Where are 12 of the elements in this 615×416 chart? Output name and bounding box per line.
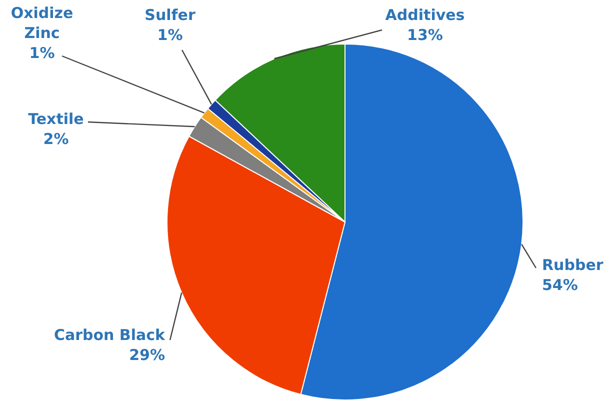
- data-label: 1%: [157, 26, 183, 44]
- slice-label: Carbon Black: [54, 326, 166, 344]
- data-label: 13%: [407, 26, 443, 44]
- data-label: 54%: [542, 276, 578, 294]
- slice-label: Oxidize Zinc: [10, 4, 74, 42]
- slice-label: Additives: [385, 6, 465, 24]
- slice-label: Sulfer: [144, 6, 196, 24]
- data-label: 29%: [129, 346, 165, 364]
- slice-label: Textile: [28, 110, 84, 128]
- data-label: 2%: [43, 130, 69, 148]
- slice-label: Rubber: [542, 256, 604, 274]
- data-label: 1%: [29, 44, 55, 62]
